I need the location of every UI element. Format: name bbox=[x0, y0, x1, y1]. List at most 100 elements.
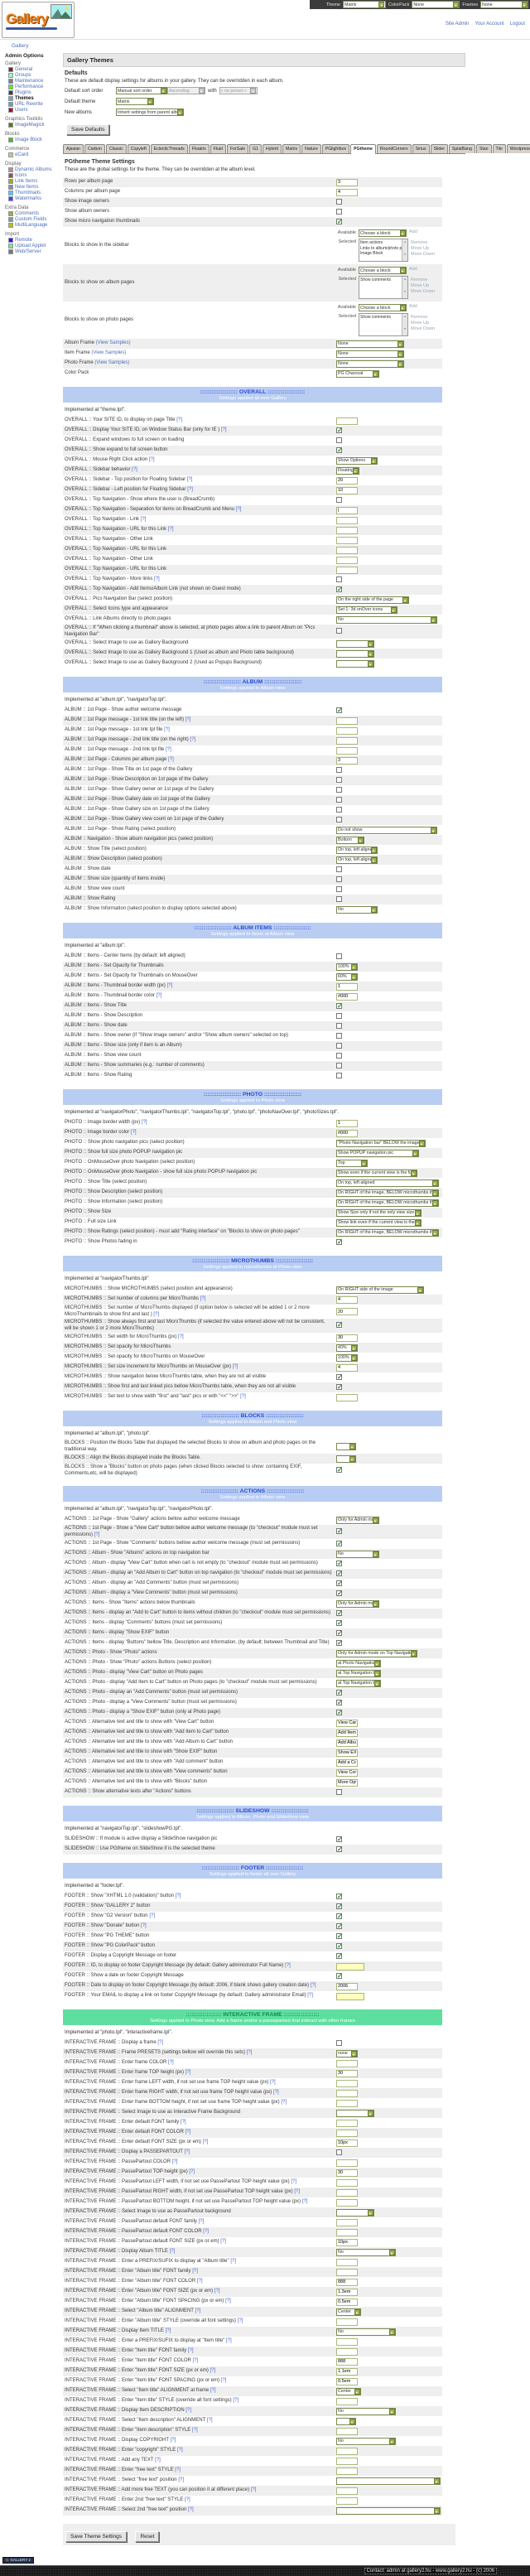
help-link[interactable]: [?] bbox=[206, 2418, 213, 2424]
sidebar-item-label[interactable]: Image Block bbox=[15, 137, 43, 142]
reset-button[interactable]: Reset bbox=[135, 2531, 160, 2542]
listbox-scrollbar[interactable]: ▴ ▾ bbox=[402, 314, 407, 335]
checkbox-checked[interactable] bbox=[336, 218, 343, 225]
text-input[interactable] bbox=[336, 1768, 358, 1777]
sidebar-item-plugins[interactable]: Plugins bbox=[5, 90, 61, 96]
help-link[interactable]: [?] bbox=[202, 2139, 209, 2145]
checkbox-unchecked[interactable] bbox=[336, 866, 342, 872]
tab-siriux[interactable]: Siriux bbox=[412, 144, 430, 153]
sidebar-item-themes[interactable]: Themes bbox=[5, 96, 61, 102]
sidebar-item-label[interactable]: Performance bbox=[15, 84, 44, 89]
save-defaults-button[interactable]: Save Defaults bbox=[66, 124, 110, 135]
help-link[interactable]: [?] bbox=[185, 717, 191, 723]
sidebar-item-general[interactable]: General bbox=[5, 67, 61, 73]
sidebar-item-label[interactable]: Watermarks bbox=[15, 196, 42, 201]
checkbox-unchecked[interactable] bbox=[336, 1788, 342, 1795]
help-link[interactable]: [?] bbox=[196, 2279, 203, 2284]
help-link[interactable]: [?] bbox=[294, 2189, 301, 2195]
text-input[interactable] bbox=[336, 2099, 358, 2107]
dropdown[interactable]: Do not show ▼ bbox=[336, 826, 437, 834]
dropdown[interactable]: Matrix ▼ bbox=[342, 1, 386, 8]
breadcrumb-gallery-link[interactable]: Gallery bbox=[12, 43, 29, 49]
help-link[interactable]: [?] bbox=[203, 2229, 209, 2235]
text-input[interactable] bbox=[336, 2178, 358, 2187]
help-link[interactable]: [?] bbox=[185, 2070, 191, 2076]
tab-stan[interactable]: Stan bbox=[475, 144, 492, 153]
help-link[interactable]: [?] bbox=[140, 1923, 147, 1929]
dropdown[interactable]: Set 1- 3d onOver icons ▼ bbox=[336, 605, 398, 614]
checkbox-checked[interactable] bbox=[336, 1893, 343, 1900]
checkbox-checked[interactable] bbox=[336, 1540, 343, 1547]
dropdown[interactable]: On RIGHT of the image, BELOW microthumbs… bbox=[336, 1228, 439, 1237]
text-input[interactable] bbox=[336, 556, 358, 564]
text-input[interactable] bbox=[336, 2467, 358, 2475]
checkbox-unchecked[interactable] bbox=[336, 198, 342, 205]
add-link[interactable]: Add bbox=[409, 229, 417, 234]
sidebar-item-groups[interactable]: Groups bbox=[5, 73, 61, 79]
dropdown[interactable]: Show Options ▼ bbox=[336, 456, 378, 465]
dropdown[interactable]: "Photo Navigation bar" BELOW the image ▼ bbox=[336, 1139, 426, 1147]
checkbox-checked[interactable] bbox=[336, 1699, 343, 1706]
checkbox-checked[interactable] bbox=[336, 1913, 343, 1920]
help-link[interactable]: [?] bbox=[94, 1532, 100, 1537]
text-input[interactable] bbox=[336, 2447, 358, 2455]
checkbox-checked[interactable] bbox=[336, 1709, 343, 1716]
checkbox-checked[interactable] bbox=[336, 1932, 343, 1940]
dropdown[interactable]: None ▼ bbox=[412, 1, 460, 8]
dropdown[interactable]: Only for Admin mode▼ bbox=[336, 1599, 379, 1608]
checkbox-checked[interactable] bbox=[336, 1972, 343, 1980]
move-down-link[interactable]: Move Down bbox=[411, 289, 436, 294]
checkbox-unchecked[interactable] bbox=[336, 2149, 342, 2155]
view-samples-link[interactable]: (View Samples) bbox=[95, 340, 131, 346]
dropdown[interactable]: No ▼ bbox=[336, 2328, 396, 2336]
checkbox-unchecked[interactable] bbox=[336, 1012, 342, 1019]
sidebar-item-dynamic-albums[interactable]: Dynamic Albums bbox=[5, 167, 61, 173]
help-link[interactable]: [?] bbox=[153, 1311, 160, 1317]
tab-slider[interactable]: Slider bbox=[430, 144, 448, 153]
dropdown[interactable]: Top ▼ bbox=[336, 1159, 368, 1167]
tab-roundcorners[interactable]: RoundCorners bbox=[376, 144, 412, 153]
help-link[interactable]: [?] bbox=[149, 1913, 155, 1919]
sidebar-item-maintenance[interactable]: Maintenance bbox=[5, 79, 61, 84]
text-input[interactable] bbox=[336, 2427, 358, 2435]
dropdown[interactable]: Choose a block ▼ bbox=[359, 267, 407, 274]
text-input[interactable] bbox=[336, 1962, 364, 1971]
help-link[interactable]: [?] bbox=[156, 993, 162, 999]
dropdown[interactable]: at Top Navigation bar▼ bbox=[336, 1669, 381, 1677]
checkbox-unchecked[interactable] bbox=[336, 437, 342, 443]
help-link[interactable]: [?] bbox=[220, 427, 227, 433]
dropdown[interactable]: Choose a block ▼ bbox=[359, 304, 407, 311]
checkbox-unchecked[interactable] bbox=[336, 766, 342, 773]
tab-matrix[interactable]: Matrix bbox=[282, 144, 301, 153]
sidebar-item-label[interactable]: ImageMagick bbox=[15, 123, 45, 128]
help-link[interactable]: [?] bbox=[180, 2120, 186, 2125]
help-link[interactable]: [?] bbox=[285, 1963, 291, 1969]
text-input[interactable] bbox=[336, 2218, 358, 2226]
dropdown[interactable]: None ▼ bbox=[336, 340, 404, 348]
checkbox-checked[interactable] bbox=[336, 1321, 343, 1329]
dropdown[interactable]: ▼ bbox=[336, 2417, 356, 2425]
help-link[interactable]: [?] bbox=[220, 2239, 226, 2245]
dropdown[interactable]: at Top Navigation bar▼ bbox=[336, 1679, 381, 1687]
text-input[interactable] bbox=[336, 1363, 358, 1372]
checkbox-unchecked[interactable] bbox=[336, 1052, 342, 1059]
listbox-scrollbar[interactable]: ▴ ▾ bbox=[402, 277, 407, 298]
checkbox-checked[interactable] bbox=[336, 586, 343, 593]
tab-ajaxian[interactable]: Ajaxian bbox=[63, 144, 84, 153]
text-input[interactable] bbox=[336, 2258, 358, 2266]
sidebar-item-label[interactable]: Link Items bbox=[15, 179, 38, 184]
dropdown[interactable]: at Photo Navigation bar▼ bbox=[336, 1659, 381, 1667]
help-link[interactable]: [?] bbox=[230, 2259, 236, 2265]
dropdown[interactable]: No ▼ bbox=[336, 2437, 396, 2445]
tab-fluid[interactable]: Fluid bbox=[210, 144, 226, 153]
help-link[interactable]: [?] bbox=[186, 2408, 192, 2414]
text-input[interactable] bbox=[336, 1393, 358, 1401]
listbox-item[interactable]: Image Block bbox=[360, 251, 383, 256]
help-link[interactable]: [?] bbox=[168, 757, 174, 763]
listbox-item[interactable]: Links to album/photo peers bbox=[360, 245, 408, 251]
text-input[interactable] bbox=[336, 2298, 358, 2306]
checkbox-checked[interactable] bbox=[336, 1942, 343, 1950]
tab-carbon[interactable]: Carbon bbox=[84, 144, 106, 153]
text-input[interactable] bbox=[336, 982, 358, 991]
checkbox-checked[interactable] bbox=[336, 1689, 343, 1696]
